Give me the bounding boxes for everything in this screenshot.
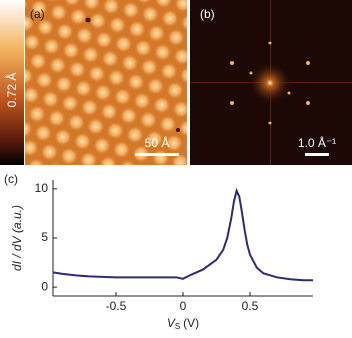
panel-label: (a): [30, 7, 45, 21]
x-tick-label: -0.5: [106, 299, 127, 313]
x-tick-label: 0.5: [242, 299, 259, 313]
x-axis-label: VS (V): [167, 316, 199, 331]
defect: [176, 128, 180, 132]
y-tick-label: 0: [41, 279, 48, 293]
topography-image: [25, 0, 187, 165]
colorbar: [0, 0, 24, 165]
scale-bar: [305, 153, 329, 156]
fft-center: [248, 61, 292, 105]
scale-bar: [135, 153, 179, 156]
defect: [85, 17, 91, 23]
panel-label: (b): [200, 7, 215, 21]
data-line: [52, 187, 313, 282]
fft-spots: [230, 41, 310, 125]
panel-label: (c): [4, 172, 18, 186]
scale-bar-label: 1.0 Å⁻¹: [298, 135, 336, 150]
y-tick-label: 10: [35, 181, 49, 195]
y-tick-label: 5: [41, 230, 48, 244]
x-tick-label: 0: [180, 299, 187, 313]
y-axis-label: dI / dV (a.u.): [10, 205, 24, 271]
scale-bar-label: 50 Å: [145, 135, 170, 150]
colorbar-label: 0.72 Å: [4, 73, 19, 108]
